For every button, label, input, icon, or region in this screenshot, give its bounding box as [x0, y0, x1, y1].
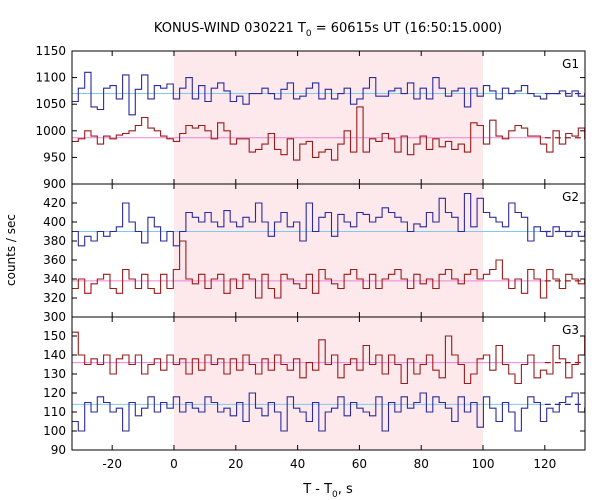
y-tick-label: 320 — [43, 291, 66, 305]
x-tick-label: 80 — [414, 457, 429, 471]
y-tick-label: 950 — [43, 150, 66, 164]
y-tick-label: 150 — [43, 329, 66, 343]
highlight-band — [173, 184, 484, 317]
y-tick-label: 110 — [43, 405, 66, 419]
series-line-blue — [72, 192, 585, 247]
panel-label: G3 — [562, 323, 579, 337]
panel-data — [72, 331, 585, 432]
panel-g1: 900 950 1000 1050 1100 1150 G1 — [35, 44, 586, 191]
series-line-blue — [72, 71, 585, 116]
y-tick-label: 90 — [51, 443, 66, 457]
x-tick-label: -20 — [102, 457, 122, 471]
series-line-red — [72, 240, 585, 299]
y-tick-label: 340 — [43, 272, 66, 286]
y-tick-label: 300 — [43, 310, 66, 324]
y-tick-label: 380 — [43, 234, 66, 248]
y-axis-label: counts / sec — [4, 214, 18, 286]
chart-title: KONUS-WIND 030221 T0 = 60615s UT (16:50:… — [154, 21, 502, 39]
highlight-band — [173, 51, 484, 184]
panel-data — [72, 71, 585, 161]
x-tick-label: 100 — [472, 457, 495, 471]
y-tick-label: 1000 — [35, 124, 66, 138]
panel-label: G2 — [562, 190, 579, 204]
panel-label: G1 — [562, 57, 579, 71]
panel-g2: 300 320 340 360 380 400 420 G2 — [43, 183, 586, 324]
y-tick-label: 100 — [43, 424, 66, 438]
y-tick-label: 1100 — [35, 71, 66, 85]
panel-frame — [71, 316, 586, 451]
series-line-red — [72, 331, 585, 385]
panels-group: 9009501000105011001150G13003203403603804… — [35, 44, 586, 471]
y-tick-label: 900 — [43, 177, 66, 191]
panel-data — [72, 192, 585, 299]
panel-g3: 90 100 110 120 130 140 150 -20 0 20 40 60 80 100 120 G3 — [43, 316, 586, 471]
y-tick-label: 140 — [43, 348, 66, 362]
x-tick-label: 120 — [533, 457, 556, 471]
x-tick-label: 40 — [290, 457, 305, 471]
x-axis-label: T - T0, s — [302, 482, 353, 500]
y-tick-label: 360 — [43, 253, 66, 267]
y-tick-label: 400 — [43, 215, 66, 229]
y-tick-label: 420 — [43, 196, 66, 210]
series-line-red — [72, 106, 585, 161]
y-tick-label: 120 — [43, 386, 66, 400]
highlight-band — [173, 317, 484, 450]
x-tick-label: 0 — [170, 457, 178, 471]
y-tick-label: 130 — [43, 367, 66, 381]
series-line-blue — [72, 392, 585, 432]
x-tick-label: 60 — [352, 457, 367, 471]
y-tick-label: 1150 — [35, 44, 66, 58]
x-tick-label: 20 — [228, 457, 243, 471]
y-tick-label: 1050 — [35, 97, 66, 111]
